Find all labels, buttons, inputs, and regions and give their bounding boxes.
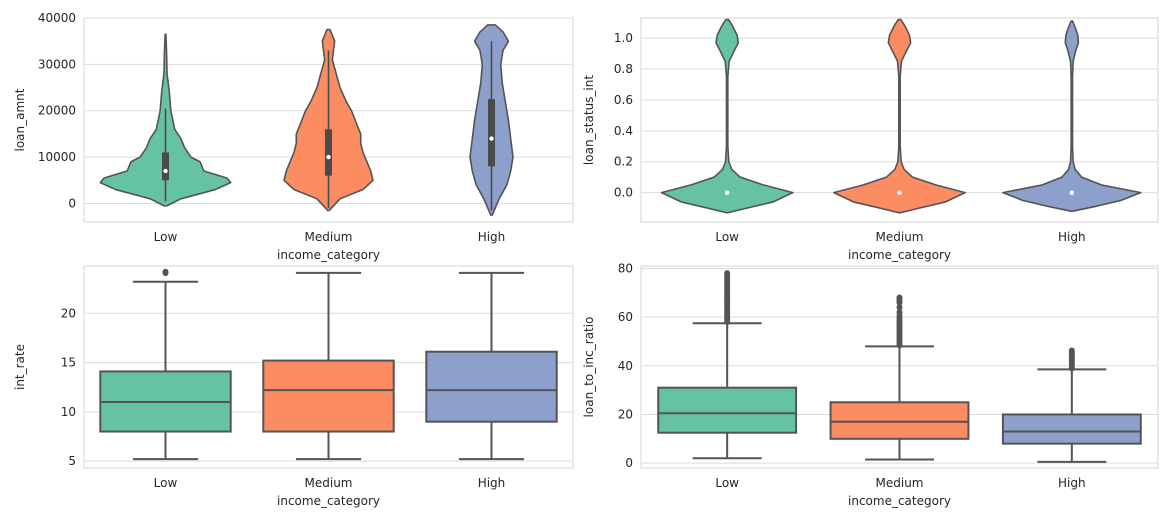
chart-panel-loan_to_inc_ratio: 0 20 40 60 80 Low Medium High income_category loa… xyxy=(582,261,1159,508)
box-high xyxy=(1001,413,1142,445)
y-tick-label: 0 xyxy=(68,196,76,210)
y-tick-label: 15 xyxy=(61,356,76,370)
y-tick-label: 20 xyxy=(618,407,633,421)
y-tick-label: 20000 xyxy=(38,104,76,118)
y-tick-label: 60 xyxy=(618,310,633,324)
y-tick-label: 20 xyxy=(61,306,76,320)
y-tick-label: 40 xyxy=(618,359,633,373)
chart-panel-loan_status_int: 0.0 0.2 0.4 0.6 0.8 1.0 Low Medium High income_ca… xyxy=(582,17,1159,262)
box-low xyxy=(657,386,798,434)
x-tick-label-medium: Medium xyxy=(305,230,353,244)
x-axis-label: income_category xyxy=(277,248,380,262)
y-tick-label: 0.8 xyxy=(614,62,633,76)
y-tick-label: 0.0 xyxy=(614,186,633,200)
violin-low xyxy=(660,18,794,214)
violin-median-dot xyxy=(489,136,494,141)
violin-high xyxy=(1002,20,1142,212)
x-tick-label-high: High xyxy=(478,476,506,490)
box-outlier xyxy=(896,304,903,311)
box-outlier xyxy=(1068,347,1075,354)
y-tick-label: 0.6 xyxy=(614,93,633,107)
box-medium xyxy=(829,401,970,440)
y-tick-label: 1.0 xyxy=(614,31,633,45)
violin-iqr-bar xyxy=(162,152,169,181)
box-outlier xyxy=(724,270,731,277)
y-tick-label: 30000 xyxy=(38,57,76,71)
y-axis-label: loan_status_int xyxy=(582,75,596,165)
y-axis-label: loan_amnt xyxy=(13,88,27,151)
chart-panel-loan_amnt: 0 10000 20000 30000 40000 Low Medium High income… xyxy=(13,11,574,262)
violin-median-dot xyxy=(326,154,331,160)
y-tick-label: 0.2 xyxy=(614,155,633,169)
x-tick-label-low: Low xyxy=(154,476,178,490)
y-tick-label: 80 xyxy=(618,261,633,275)
x-tick-label-medium: Medium xyxy=(305,476,353,490)
x-tick-label-low: Low xyxy=(154,230,178,244)
violin-iqr-bar xyxy=(325,129,332,176)
box-outlier xyxy=(162,268,169,276)
violin-median-dot xyxy=(897,190,902,195)
y-tick-label: 0 xyxy=(625,456,633,470)
violin-medium xyxy=(833,18,966,214)
x-axis-label: income_category xyxy=(848,248,951,262)
y-axis-label: int_rate xyxy=(13,344,27,390)
violin-median-dot xyxy=(724,190,730,195)
x-tick-label-high: High xyxy=(1058,476,1086,490)
x-tick-label-high: High xyxy=(1058,230,1086,244)
box-high xyxy=(425,350,558,423)
x-tick-label-high: High xyxy=(478,230,506,244)
box-outlier xyxy=(896,309,903,316)
violin-iqr-bar xyxy=(488,99,495,167)
x-tick-label-medium: Medium xyxy=(876,230,924,244)
x-axis-label: income_category xyxy=(848,494,951,508)
chart-panel-int_rate: 5 10 15 20 Low Medium High income_category int_r… xyxy=(13,265,574,508)
x-tick-label-low: Low xyxy=(715,230,739,244)
box-outlier xyxy=(896,294,903,301)
y-tick-label: 10 xyxy=(61,405,76,419)
violin-median-dot xyxy=(163,168,168,174)
box-medium xyxy=(262,359,395,433)
x-tick-label-low: Low xyxy=(715,476,739,490)
y-axis-label: loan_to_inc_ratio xyxy=(582,317,596,418)
violin-median-dot xyxy=(1069,190,1075,195)
y-tick-label: 10000 xyxy=(38,150,76,164)
y-tick-label: 0.4 xyxy=(614,124,633,138)
x-tick-label-medium: Medium xyxy=(876,476,924,490)
y-tick-label: 40000 xyxy=(38,11,76,25)
y-tick-label: 5 xyxy=(68,454,76,468)
x-axis-label: income_category xyxy=(277,494,380,508)
